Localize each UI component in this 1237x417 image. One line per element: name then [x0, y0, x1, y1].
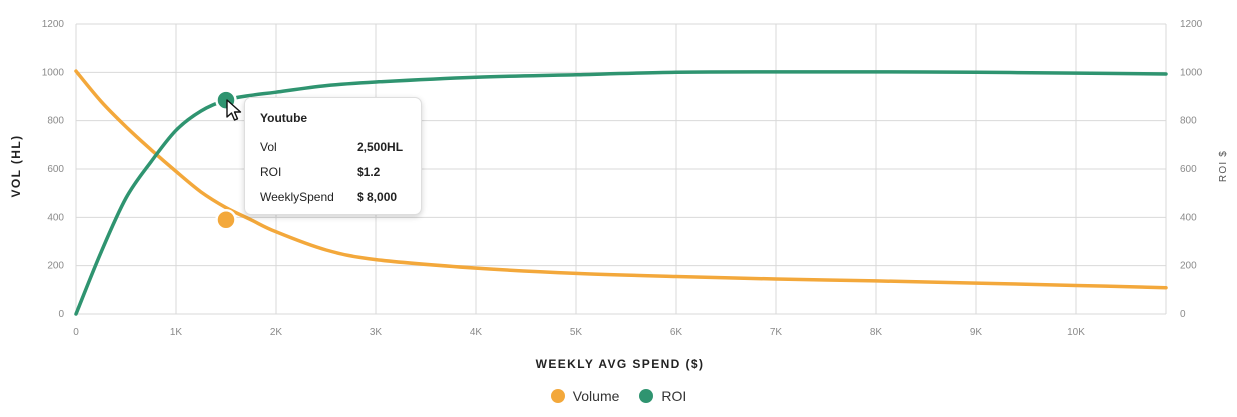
- legend-item-roi[interactable]: ROI: [639, 388, 686, 404]
- chart-grid: [75, 23, 1167, 315]
- y-right-tick-label: 600: [1180, 164, 1197, 175]
- highlight-points: [215, 89, 237, 231]
- line-chart: 0 1K 2K 3K 4K 5K 6K 7K 8K 9K 10K 0 200 400 600 800 1000…: [9, 19, 1229, 371]
- y-right-tick-label: 800: [1180, 116, 1197, 127]
- chart-series: [74, 69, 1168, 316]
- data-point-volume[interactable]: [215, 209, 237, 231]
- legend-item-volume[interactable]: Volume: [550, 388, 620, 404]
- y-right-tick-label: 1200: [1180, 19, 1203, 30]
- x-axis-title: WEEKLY AVG SPEND ($): [536, 357, 705, 371]
- y-left-tick-label: 600: [47, 164, 64, 175]
- y-left-tick-label: 400: [47, 212, 64, 223]
- x-tick-label: 5K: [570, 327, 583, 338]
- y-left-tick-label: 200: [47, 261, 64, 272]
- tooltip-value: 2,500HL: [357, 139, 404, 154]
- series-line-volume: [74, 69, 1168, 290]
- tooltip-label: Vol: [260, 139, 277, 154]
- chart-legend: Volume ROI: [0, 388, 1237, 404]
- x-tick-label: 9K: [970, 327, 983, 338]
- y-left-tick-label: 1000: [42, 67, 65, 78]
- x-tick-label: 8K: [870, 327, 883, 338]
- y-axis-right-title: ROI $: [1218, 150, 1229, 182]
- x-tick-label: 0: [73, 327, 79, 338]
- y-right-tick-label: 0: [1180, 309, 1186, 320]
- tooltip-value: $1.2: [357, 164, 381, 179]
- x-tick-label: 6K: [670, 327, 683, 338]
- y-right-tick-label: 400: [1180, 212, 1197, 223]
- tooltip-row-vol: Vol 2,500HL: [260, 134, 421, 159]
- tooltip-row-roi: ROI $1.2: [260, 159, 421, 184]
- legend-swatch: [550, 389, 565, 403]
- legend-swatch: [639, 389, 654, 403]
- y-axis-left-title: VOL (HL): [9, 135, 23, 198]
- x-axis-ticks: 0 1K 2K 3K 4K 5K 6K 7K 8K 9K 10K: [73, 327, 1085, 338]
- data-tooltip: Youtube Vol 2,500HL ROI $1.2 WeeklySpend…: [244, 97, 422, 215]
- tooltip-value: $ 8,000: [357, 189, 398, 204]
- x-tick-label: 4K: [470, 327, 483, 338]
- y-axis-right-ticks: 0 200 400 600 800 1000 1200: [1180, 19, 1203, 320]
- x-tick-label: 3K: [370, 327, 383, 338]
- mouse-pointer-icon: [226, 99, 242, 121]
- y-right-tick-label: 200: [1180, 261, 1197, 272]
- y-left-tick-label: 1200: [42, 19, 65, 30]
- y-axis-left-ticks: 0 200 400 600 800 1000 1200: [42, 19, 65, 320]
- tooltip-title: Youtube: [260, 111, 308, 125]
- legend-label: ROI: [661, 388, 687, 404]
- legend-label: Volume: [572, 388, 620, 404]
- x-tick-label: 7K: [770, 327, 783, 338]
- x-tick-label: 2K: [270, 327, 283, 338]
- y-left-tick-label: 0: [58, 309, 64, 320]
- tooltip-label: ROI: [260, 164, 282, 179]
- y-right-tick-label: 1000: [1180, 67, 1203, 78]
- x-tick-label: 1K: [170, 327, 183, 338]
- series-line-roi: [74, 70, 1168, 316]
- tooltip-row-spend: WeeklySpend $ 8,000: [260, 184, 421, 209]
- tooltip-label: WeeklySpend: [260, 189, 334, 204]
- y-left-tick-label: 800: [47, 116, 64, 127]
- x-tick-label: 10K: [1067, 327, 1085, 338]
